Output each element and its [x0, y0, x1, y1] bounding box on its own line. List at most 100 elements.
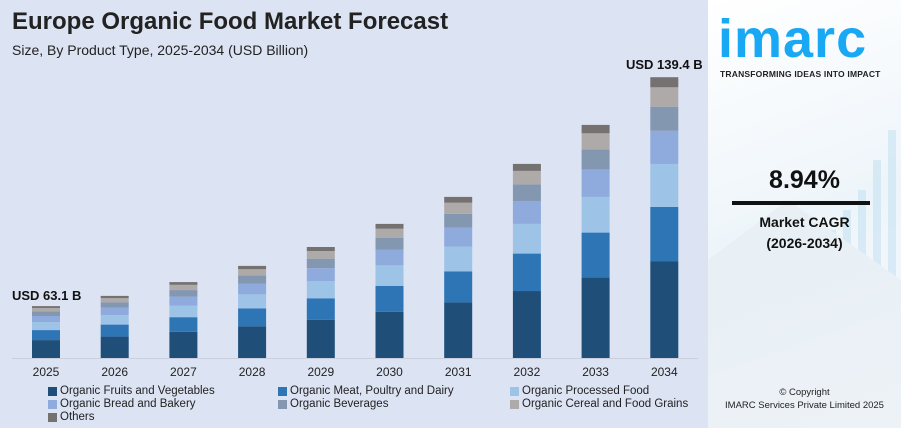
bar-segment: [444, 196, 473, 203]
bar-segment: [32, 306, 60, 308]
legend-label: Organic Bread and Bakery: [60, 398, 196, 410]
chart-title: Europe Organic Food Market Forecast: [12, 8, 449, 35]
bar-segment: [32, 340, 60, 358]
bar-segment: [444, 227, 473, 247]
bar-segment: [581, 196, 610, 233]
bar-segment: [512, 200, 541, 224]
bar-segment: [581, 133, 610, 150]
legend-item: Organic Fruits and Vegetables: [48, 385, 215, 397]
chart-subtitle: Size, By Product Type, 2025-2034 (USD Bi…: [12, 42, 309, 58]
bar-segment: [375, 285, 404, 312]
bar-segment: [306, 268, 335, 282]
bar-segment: [100, 298, 129, 303]
copyright: © Copyright: [779, 387, 830, 398]
bar-segment: [650, 87, 679, 107]
bar-segment: [32, 307, 60, 312]
bar-segment: [375, 237, 404, 250]
bar-segment: [306, 258, 335, 269]
bar-segment: [650, 261, 679, 358]
bar-segment: [169, 317, 198, 332]
divider: [732, 201, 870, 205]
x-tick-label: 2029: [307, 365, 334, 379]
legend-item: Others: [48, 411, 95, 423]
bar-segment: [100, 295, 129, 299]
bar-segment: [581, 124, 610, 134]
bar-segment: [444, 302, 473, 358]
bar-segment: [169, 305, 198, 318]
bar-segment: [650, 163, 679, 207]
bar-segment: [306, 319, 335, 358]
x-tick-label: 2025: [33, 365, 60, 379]
legend-swatch: [48, 386, 57, 396]
bar-segment: [650, 206, 679, 262]
bar-segment: [100, 315, 129, 325]
bar-segment: [306, 247, 335, 251]
bar-segment: [100, 307, 129, 316]
bar-segment: [512, 291, 541, 358]
bar-segment: [512, 223, 541, 254]
bar-segment: [375, 311, 404, 358]
bar-segment: [32, 322, 60, 331]
cagr-period: (2026-2034): [766, 235, 843, 251]
bar-segment: [100, 324, 129, 337]
x-tick-label: 2028: [239, 365, 266, 379]
bar-segment: [169, 290, 198, 297]
legend-label: Others: [60, 411, 95, 423]
bar-segment: [375, 249, 404, 266]
data-label-2034: USD 139.4 B: [626, 57, 703, 72]
legend-swatch: [278, 399, 287, 409]
x-tick-label: 2026: [101, 365, 128, 379]
legend-item: Organic Beverages: [278, 398, 388, 410]
bar-segment: [306, 281, 335, 299]
bar-segment: [512, 163, 541, 171]
brand-panel: imarc TRANSFORMING IDEAS INTO IMPACT 8.9…: [708, 0, 901, 428]
bar-segment: [512, 170, 541, 185]
bar-segment: [238, 308, 267, 327]
bar-segment: [169, 282, 198, 285]
legend-label: Organic Cereal and Food Grains: [522, 398, 689, 410]
bar-segment: [306, 250, 335, 259]
x-tick-label: 2033: [582, 365, 609, 379]
legend-swatch: [510, 399, 519, 409]
bar-segment: [169, 296, 198, 306]
x-tick-label: 2031: [445, 365, 472, 379]
bar-segment: [238, 294, 267, 309]
legend-item: Organic Bread and Bakery: [48, 398, 196, 410]
legend-label: Organic Processed Food: [522, 385, 650, 397]
background-chart-decoration: [708, 130, 901, 428]
bar-segment: [100, 336, 129, 358]
legend-label: Organic Meat, Poultry and Dairy: [290, 385, 454, 397]
bar-segment: [650, 106, 679, 131]
brand-tagline: TRANSFORMING IDEAS INTO IMPACT: [720, 69, 881, 79]
bar-segment: [650, 77, 679, 88]
bar-segment: [32, 316, 60, 323]
legend-item: Organic Processed Food: [510, 385, 649, 397]
x-tick-label: 2030: [376, 365, 403, 379]
cagr-label: Market CAGR: [759, 214, 850, 230]
legend-swatch: [510, 386, 519, 396]
bar-segment: [512, 184, 541, 201]
bar-segment: [238, 326, 267, 358]
bar-segment: [238, 283, 267, 295]
copyright-company: IMARC Services Private Limited 2025: [725, 400, 884, 411]
bar-segment: [100, 302, 129, 308]
x-tick-label: 2027: [170, 365, 197, 379]
bar-segment: [650, 130, 679, 164]
bar-segment: [306, 298, 335, 320]
bar-segment: [32, 330, 60, 341]
bar-segment: [375, 228, 404, 238]
bar-segment: [375, 265, 404, 286]
x-tick-label: 2034: [651, 365, 678, 379]
bar-segment: [444, 213, 473, 228]
legend-item: Organic Cereal and Food Grains: [510, 398, 688, 410]
bar-segment: [238, 265, 267, 270]
bar-segment: [581, 277, 610, 358]
legend-swatch: [278, 386, 287, 396]
chart-panel: Europe Organic Food Market Forecast Size…: [0, 0, 708, 428]
bar-segment: [238, 269, 267, 276]
legend-swatch: [48, 399, 57, 409]
bar-segment: [375, 223, 404, 229]
bar-segment: [32, 311, 60, 317]
cagr-value: 8.94%: [769, 166, 840, 194]
bar-segment: [444, 246, 473, 272]
